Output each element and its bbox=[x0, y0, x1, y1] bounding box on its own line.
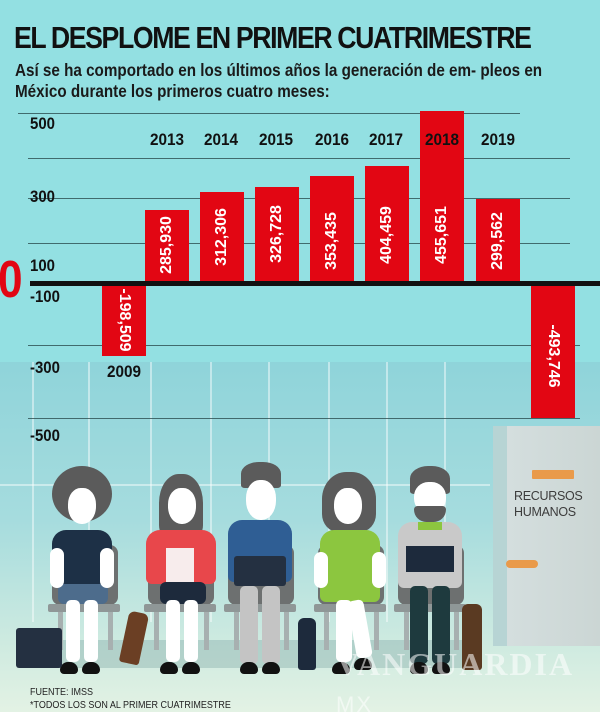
year-label-2013: 2013 bbox=[149, 130, 185, 149]
watermark: VANGUARDIA MX bbox=[336, 646, 573, 712]
year-label-2018: 2018 bbox=[424, 130, 460, 149]
bar-2016: 353,435 bbox=[310, 176, 354, 282]
bottle-bag-icon bbox=[298, 618, 316, 670]
bar-value: -493,746 bbox=[545, 324, 562, 388]
footnote: *TODOS LOS SON AL PRIMER CUATRIMESTRE bbox=[30, 700, 231, 711]
page-subtitle: Así se ha comportado en los últimos años… bbox=[15, 60, 543, 101]
bar-2013: 285,930 bbox=[145, 210, 189, 282]
gridline-300 bbox=[28, 198, 570, 199]
y-tick-100: 100 bbox=[30, 256, 55, 275]
bar-value: 312,306 bbox=[213, 208, 230, 266]
gridline-400 bbox=[28, 158, 570, 159]
y-tick-neg-100: -100 bbox=[30, 287, 60, 306]
door-handle-icon bbox=[506, 560, 538, 568]
bar-value: -198,509 bbox=[116, 288, 133, 352]
door bbox=[493, 426, 600, 646]
page-title: EL DESPLOME EN PRIMER CUATRIMESTRE bbox=[14, 20, 532, 55]
year-label-2017: 2017 bbox=[368, 130, 404, 149]
year-label-2009: 2009 bbox=[106, 362, 142, 381]
bar-2014: 312,306 bbox=[200, 192, 244, 282]
bar-2020: -493,746 bbox=[531, 285, 575, 418]
gridline-500 bbox=[18, 113, 520, 114]
door-plate-icon bbox=[532, 470, 574, 479]
bar-value: 299,562 bbox=[489, 212, 506, 270]
bar-value: 455,651 bbox=[433, 206, 450, 264]
y-tick-500: 500 bbox=[30, 114, 55, 133]
bar-value: 285,930 bbox=[158, 216, 175, 274]
year-label-2015: 2015 bbox=[258, 130, 294, 149]
gridline-neg-500 bbox=[28, 418, 580, 419]
year-label-2019: 2019 bbox=[480, 130, 516, 149]
y-tick-neg-300: -300 bbox=[30, 358, 60, 377]
bar-2017: 404,459 bbox=[365, 166, 409, 282]
bar-value: 404,459 bbox=[378, 206, 395, 264]
y-tick-neg-500: -500 bbox=[30, 426, 60, 445]
source-note: FUENTE: IMSS bbox=[30, 687, 94, 698]
bar-2015: 326,728 bbox=[255, 187, 299, 282]
bar-2009: -198,509 bbox=[102, 285, 146, 356]
zero-axis-label: 0 bbox=[0, 251, 23, 309]
year-label-2016: 2016 bbox=[314, 130, 350, 149]
gridline-neg-250 bbox=[28, 345, 580, 346]
bar-value: 326,728 bbox=[268, 205, 285, 263]
briefcase-icon bbox=[16, 628, 62, 668]
zero-axis-line bbox=[30, 281, 600, 286]
bar-2019: 299,562 bbox=[476, 199, 520, 282]
door-sign: RECURSOS HUMANOS bbox=[514, 489, 583, 519]
bar-2018: 455,651 bbox=[420, 111, 464, 282]
bar-value: 353,435 bbox=[323, 212, 340, 270]
y-tick-300: 300 bbox=[30, 187, 55, 206]
year-label-2014: 2014 bbox=[203, 130, 239, 149]
gridline-200 bbox=[28, 243, 570, 244]
umbrella-icon-2 bbox=[462, 604, 482, 670]
